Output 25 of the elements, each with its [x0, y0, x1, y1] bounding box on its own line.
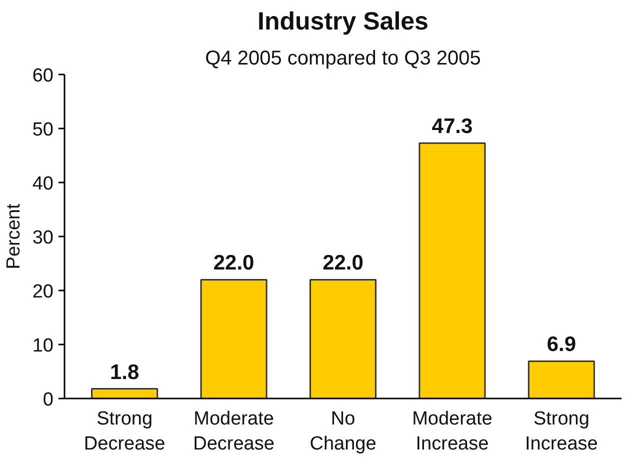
bar: [200, 278, 268, 398]
y-tick-label: 40: [32, 174, 54, 194]
y-tick-label: 60: [32, 66, 54, 86]
y-tick-label: 0: [42, 390, 54, 410]
data-label: 1.8: [110, 360, 140, 384]
x-tick-label: No Change: [310, 408, 376, 455]
y-axis-title: Percent: [3, 203, 24, 270]
x-tick-label: Strong Decrease: [84, 408, 166, 455]
y-tick-label: 10: [32, 336, 54, 356]
data-label: 47.3: [432, 115, 473, 138]
bar: [91, 388, 158, 398]
x-tick-label: Moderate Decrease: [193, 408, 274, 455]
y-tick-label: 30: [32, 228, 54, 248]
bar: [528, 360, 595, 398]
data-label: 6.9: [546, 333, 576, 356]
chart-subtitle: Q4 2005 compared to Q3 2005: [205, 48, 481, 70]
y-tick-label: 20: [32, 282, 54, 302]
bar: [309, 278, 377, 398]
data-label: 22.0: [322, 252, 364, 275]
x-tick-label: Strong Increase: [524, 408, 598, 455]
y-tick-label: 50: [32, 120, 54, 140]
x-tick-label: Moderate Increase: [412, 408, 492, 455]
chart-title: Industry Sales: [258, 8, 428, 36]
data-label: 22.0: [213, 252, 254, 275]
bar: [418, 142, 486, 398]
